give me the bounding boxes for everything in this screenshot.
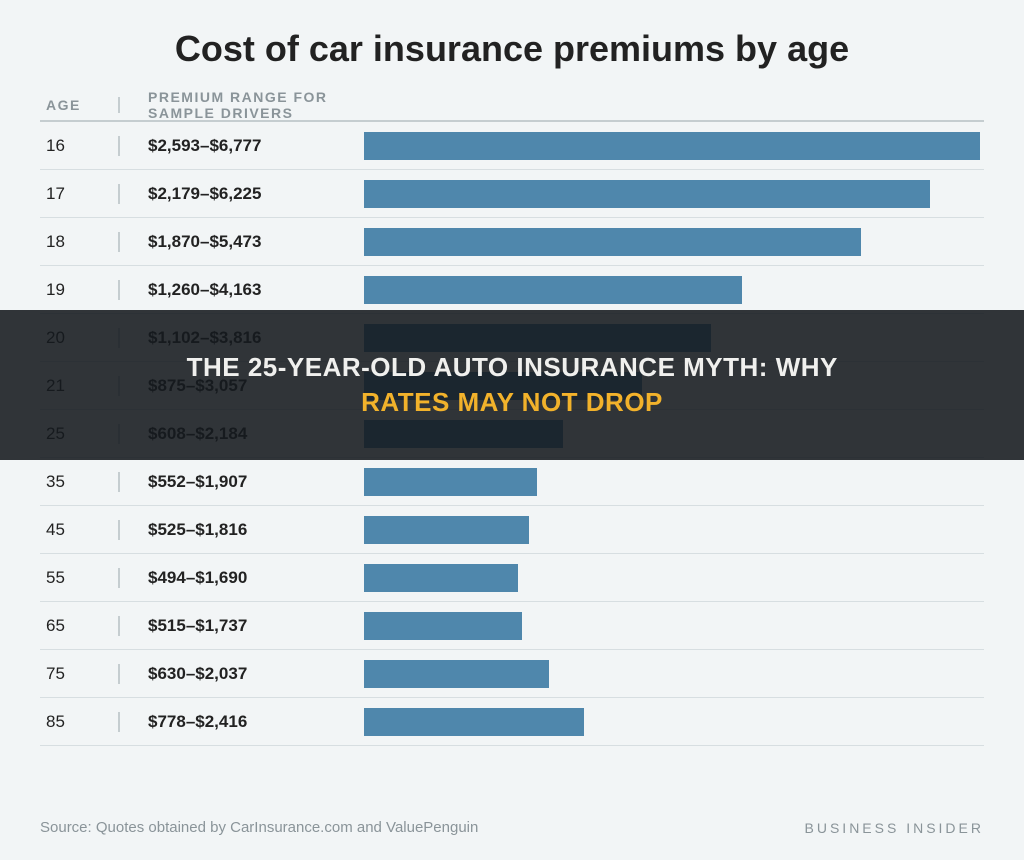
header-age: AGE <box>40 97 120 113</box>
cell-bar <box>360 516 984 544</box>
cell-bar <box>360 468 984 496</box>
bar-track <box>364 612 980 640</box>
cell-range: $1,870–$5,473 <box>120 232 360 252</box>
headline-overlay: THE 25-YEAR-OLD AUTO INSURANCE MYTH: WHY… <box>0 310 1024 460</box>
cell-age: 18 <box>40 232 120 252</box>
overlay-line2: RATES MAY NOT DROP <box>361 387 663 417</box>
table-row: 45$525–$1,816 <box>40 506 984 554</box>
table-row: 35$552–$1,907 <box>40 458 984 506</box>
cell-range: $2,593–$6,777 <box>120 136 360 156</box>
cell-bar <box>360 228 984 256</box>
bar-fill <box>364 612 522 640</box>
brand-mark: BUSINESS INSIDER <box>805 820 984 836</box>
table-row: 17$2,179–$6,225 <box>40 170 984 218</box>
bar-track <box>364 228 980 256</box>
table-row: 16$2,593–$6,777 <box>40 122 984 170</box>
cell-range: $515–$1,737 <box>120 616 360 636</box>
bar-fill <box>364 660 549 688</box>
bar-fill <box>364 564 518 592</box>
cell-age: 65 <box>40 616 120 636</box>
bar-track <box>364 708 980 736</box>
cell-age: 55 <box>40 568 120 588</box>
cell-bar <box>360 660 984 688</box>
source-text: Source: Quotes obtained by CarInsurance.… <box>40 819 478 836</box>
header-range: PREMIUM RANGE FOR SAMPLE DRIVERS <box>120 89 360 121</box>
cell-age: 85 <box>40 712 120 732</box>
bar-track <box>364 516 980 544</box>
cell-bar <box>360 708 984 736</box>
cell-range: $2,179–$6,225 <box>120 184 360 204</box>
cell-age: 75 <box>40 664 120 684</box>
cell-bar <box>360 132 984 160</box>
bar-fill <box>364 132 980 160</box>
table-header: AGE PREMIUM RANGE FOR SAMPLE DRIVERS <box>40 90 984 122</box>
table-row: 55$494–$1,690 <box>40 554 984 602</box>
cell-age: 35 <box>40 472 120 492</box>
table-row: 85$778–$2,416 <box>40 698 984 746</box>
cell-range: $778–$2,416 <box>120 712 360 732</box>
table-row: 19$1,260–$4,163 <box>40 266 984 314</box>
bar-fill <box>364 516 529 544</box>
overlay-line1: THE 25-YEAR-OLD AUTO INSURANCE MYTH: WHY <box>187 352 838 382</box>
cell-age: 17 <box>40 184 120 204</box>
bar-fill <box>364 180 930 208</box>
bar-fill <box>364 708 584 736</box>
cell-age: 45 <box>40 520 120 540</box>
source-label: Source: <box>40 819 92 836</box>
table-row: 18$1,870–$5,473 <box>40 218 984 266</box>
chart-title: Cost of car insurance premiums by age <box>40 28 984 70</box>
source-value: Quotes obtained by CarInsurance.com and … <box>96 819 478 836</box>
cell-bar <box>360 612 984 640</box>
cell-range: $552–$1,907 <box>120 472 360 492</box>
table-row: 75$630–$2,037 <box>40 650 984 698</box>
bar-fill <box>364 468 537 496</box>
overlay-text: THE 25-YEAR-OLD AUTO INSURANCE MYTH: WHY… <box>152 350 872 420</box>
cell-age: 16 <box>40 136 120 156</box>
cell-range: $1,260–$4,163 <box>120 280 360 300</box>
cell-range: $494–$1,690 <box>120 568 360 588</box>
bar-track <box>364 132 980 160</box>
bar-fill <box>364 276 742 304</box>
cell-age: 19 <box>40 280 120 300</box>
bar-track <box>364 660 980 688</box>
bar-fill <box>364 228 861 256</box>
bar-track <box>364 180 980 208</box>
cell-bar <box>360 276 984 304</box>
bar-track <box>364 564 980 592</box>
cell-bar <box>360 564 984 592</box>
cell-range: $525–$1,816 <box>120 520 360 540</box>
cell-range: $630–$2,037 <box>120 664 360 684</box>
source-line: Source: Quotes obtained by CarInsurance.… <box>40 819 984 836</box>
bar-track <box>364 468 980 496</box>
bar-track <box>364 276 980 304</box>
cell-bar <box>360 180 984 208</box>
table-row: 65$515–$1,737 <box>40 602 984 650</box>
